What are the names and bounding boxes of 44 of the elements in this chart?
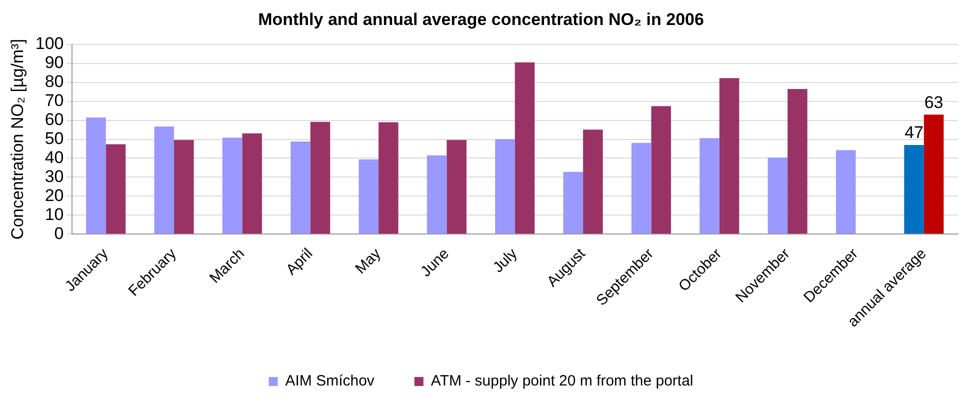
y-tick-label: 80 (44, 72, 64, 92)
x-tick-label: July (490, 244, 521, 276)
y-tick-label: 50 (44, 128, 64, 148)
bar (426, 155, 447, 234)
y-tick-label: 10 (44, 204, 64, 224)
data-label: 47 (904, 123, 924, 142)
bar (290, 142, 310, 234)
y-axis-title: Concentration NO₂ [µg/m³] (8, 38, 27, 240)
bar (514, 62, 535, 234)
legend-label: AIM Smíchov (285, 372, 375, 390)
y-tick-label: 60 (44, 110, 64, 129)
bar (222, 138, 242, 234)
y-tick-label: 90 (44, 53, 64, 72)
bar (106, 144, 126, 234)
bar (719, 78, 740, 234)
bar (310, 122, 330, 234)
bar (86, 117, 106, 234)
y-tick-label: 70 (44, 91, 64, 110)
bar (378, 122, 398, 234)
y-tick-label: 100 (35, 34, 64, 54)
bar (583, 130, 603, 234)
bar (495, 139, 515, 234)
bar (700, 138, 720, 234)
bar (174, 140, 194, 234)
bar (651, 106, 671, 234)
bar (836, 150, 856, 234)
y-tick-label: 30 (44, 166, 64, 186)
bar (631, 142, 652, 234)
data-label: 63 (924, 92, 944, 112)
y-tick-label: 0 (54, 224, 64, 243)
bar (904, 144, 924, 234)
bar (242, 133, 262, 234)
bar (788, 88, 808, 234)
legend-label: ATM - supply point 20 m from the portal (430, 372, 694, 390)
bar (358, 159, 379, 234)
x-tick-label: May (352, 244, 385, 278)
bar (924, 114, 944, 234)
y-tick-label: 40 (44, 148, 64, 167)
chart-title: Monthly and annual average concentration NO₂ in 2006 (258, 10, 704, 29)
bar (563, 172, 584, 234)
y-tick-label: 20 (44, 186, 64, 205)
bar (154, 126, 174, 234)
bar (446, 140, 466, 234)
bar (768, 157, 788, 234)
